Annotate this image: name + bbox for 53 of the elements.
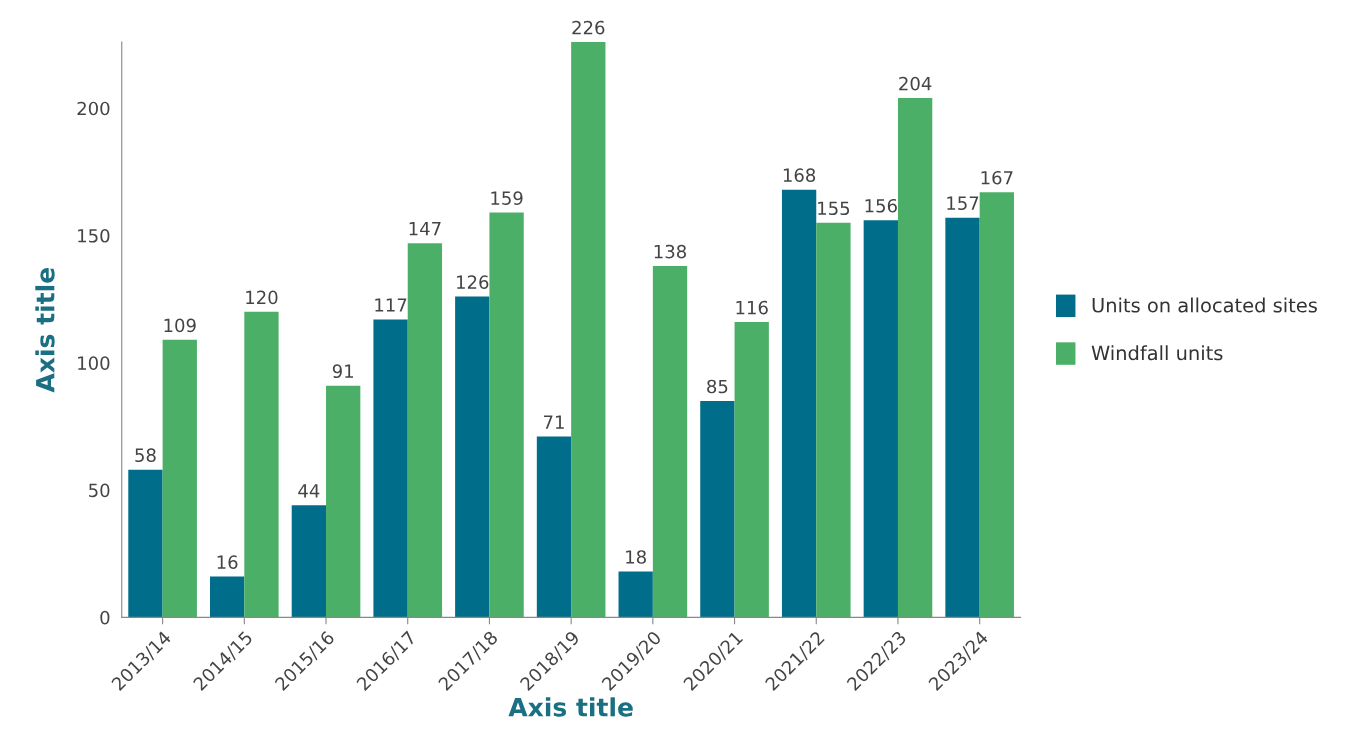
data-label: 156 [865, 198, 897, 213]
data-label: 116 [736, 300, 768, 315]
bar [652, 266, 688, 618]
data-label: 147 [409, 222, 441, 236]
bar [128, 469, 163, 618]
data-label: 138 [654, 244, 686, 259]
data-label: 226 [572, 20, 605, 35]
bar [945, 217, 980, 618]
data-label: 159 [491, 191, 523, 205]
bar [326, 385, 361, 618]
data-label: 109 [164, 318, 196, 333]
y-tick-label: 100 [78, 356, 110, 370]
bar [244, 311, 279, 618]
data-label: 204 [899, 76, 932, 91]
bar [489, 212, 524, 618]
data-label: 120 [246, 290, 278, 305]
legend-label: Units on allocated sites [1092, 297, 1317, 313]
bar [734, 322, 769, 618]
bar [455, 296, 490, 618]
bar [571, 42, 606, 618]
data-label: 126 [457, 275, 489, 289]
bar [536, 436, 572, 618]
bar [407, 243, 443, 618]
bar [700, 400, 735, 618]
y-axis-title: Axis title [35, 268, 55, 393]
y-tick-label: 150 [78, 228, 110, 243]
legend-label: Windfall units [1091, 345, 1223, 361]
data-label: 18 [626, 550, 646, 564]
data-label: 71 [543, 415, 564, 429]
data-label: 117 [375, 298, 407, 312]
data-label: 167 [981, 170, 1013, 185]
x-axis-title: Axis title [508, 697, 633, 717]
bar [781, 189, 817, 618]
data-label: 85 [707, 379, 728, 394]
y-tick-label: 200 [77, 101, 110, 116]
bar [863, 220, 898, 618]
bar [373, 319, 408, 618]
bar [897, 98, 933, 618]
bar [979, 192, 1014, 618]
data-label: 91 [332, 364, 353, 379]
bar [162, 339, 197, 618]
y-tick-label: 0 [100, 610, 110, 625]
data-label: 58 [135, 448, 156, 463]
data-label: 44 [298, 484, 320, 498]
bar [618, 571, 653, 618]
data-label: 155 [818, 201, 850, 216]
y-tick-label: 50 [89, 483, 110, 498]
data-label: 168 [783, 168, 816, 183]
bar [816, 222, 851, 618]
bar [291, 505, 327, 618]
data-label: 157 [947, 196, 979, 211]
bar [210, 576, 245, 618]
data-label: 16 [217, 555, 238, 569]
